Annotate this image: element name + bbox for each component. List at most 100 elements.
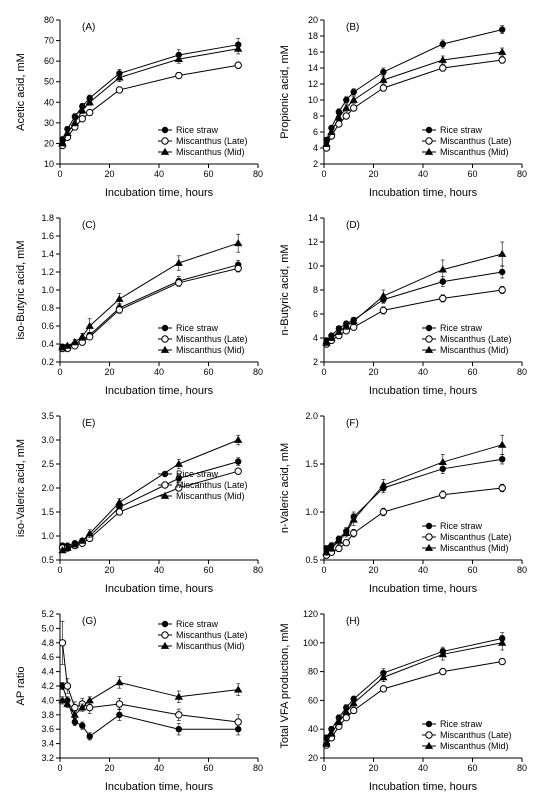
svg-text:3.2: 3.2: [41, 753, 54, 763]
svg-text:Miscanthus (Mid): Miscanthus (Mid): [176, 491, 245, 501]
svg-text:120: 120: [303, 609, 318, 619]
svg-text:20: 20: [368, 763, 378, 773]
svg-text:iso-Butyric acid, mM: iso-Butyric acid, mM: [15, 240, 27, 339]
svg-text:1.8: 1.8: [41, 213, 54, 223]
chart-grid: 0204060801020304050607080Incubation time…: [10, 10, 530, 796]
svg-text:40: 40: [154, 169, 164, 179]
svg-text:20: 20: [44, 138, 54, 148]
svg-text:0: 0: [57, 367, 62, 377]
svg-text:Miscanthus (Mid): Miscanthus (Mid): [176, 147, 245, 157]
svg-text:80: 80: [517, 169, 527, 179]
panel-D: 0204060802468101214Incubation time, hour…: [274, 208, 532, 400]
svg-text:Miscanthus (Mid): Miscanthus (Mid): [440, 741, 509, 751]
svg-text:Miscanthus (Late): Miscanthus (Late): [176, 630, 248, 640]
svg-text:0: 0: [321, 367, 326, 377]
svg-text:8: 8: [313, 285, 318, 295]
svg-text:Propionic acid, mM: Propionic acid, mM: [279, 45, 291, 139]
svg-text:Incubation time, hours: Incubation time, hours: [105, 781, 214, 793]
svg-text:40: 40: [154, 565, 164, 575]
svg-text:Rice straw: Rice straw: [440, 521, 483, 531]
svg-text:Incubation time, hours: Incubation time, hours: [105, 385, 214, 397]
svg-text:3.4: 3.4: [41, 739, 54, 749]
svg-text:40: 40: [418, 169, 428, 179]
svg-text:80: 80: [517, 367, 527, 377]
svg-text:Miscanthus (Late): Miscanthus (Late): [440, 334, 512, 344]
svg-text:Miscanthus (Mid): Miscanthus (Mid): [440, 345, 509, 355]
svg-text:Miscanthus (Late): Miscanthus (Late): [176, 480, 248, 490]
svg-text:14: 14: [308, 63, 318, 73]
svg-text:100: 100: [303, 638, 318, 648]
svg-text:1.0: 1.0: [41, 531, 54, 541]
svg-text:Rice straw: Rice straw: [440, 323, 483, 333]
svg-text:n-Butyric acid, mM: n-Butyric acid, mM: [279, 244, 291, 335]
svg-text:0.5: 0.5: [41, 555, 54, 565]
svg-text:60: 60: [203, 169, 213, 179]
svg-text:80: 80: [517, 565, 527, 575]
svg-text:Miscanthus (Late): Miscanthus (Late): [440, 532, 512, 542]
svg-text:0: 0: [321, 763, 326, 773]
svg-text:Rice straw: Rice straw: [176, 469, 219, 479]
svg-text:60: 60: [467, 763, 477, 773]
svg-text:20: 20: [308, 15, 318, 25]
svg-text:60: 60: [467, 169, 477, 179]
svg-text:4.4: 4.4: [41, 667, 54, 677]
svg-text:4.6: 4.6: [41, 652, 54, 662]
svg-text:Rice straw: Rice straw: [176, 125, 219, 135]
svg-text:(H): (H): [346, 616, 360, 627]
svg-text:80: 80: [44, 15, 54, 25]
svg-text:(E): (E): [82, 418, 95, 429]
svg-text:3.0: 3.0: [41, 435, 54, 445]
panel-G: 0204060803.23.43.63.84.04.24.44.64.85.05…: [10, 604, 268, 796]
svg-text:Miscanthus (Late): Miscanthus (Late): [440, 136, 512, 146]
svg-text:60: 60: [203, 565, 213, 575]
svg-text:20: 20: [368, 169, 378, 179]
svg-text:Miscanthus (Mid): Miscanthus (Mid): [440, 147, 509, 157]
svg-text:n-Valeric acid, mM: n-Valeric acid, mM: [279, 443, 291, 533]
svg-text:3.6: 3.6: [41, 724, 54, 734]
svg-text:70: 70: [44, 36, 54, 46]
svg-text:60: 60: [467, 367, 477, 377]
svg-text:4: 4: [313, 143, 318, 153]
panel-C: 0204060800.20.40.60.81.01.21.41.61.8Incu…: [10, 208, 268, 400]
svg-text:Total VFA production, mM: Total VFA production, mM: [279, 623, 291, 748]
svg-text:Acetic acid, mM: Acetic acid, mM: [15, 53, 27, 131]
svg-text:40: 40: [308, 724, 318, 734]
svg-text:2.0: 2.0: [41, 483, 54, 493]
svg-text:Miscanthus (Late): Miscanthus (Late): [176, 334, 248, 344]
svg-text:(C): (C): [82, 220, 96, 231]
svg-text:80: 80: [308, 667, 318, 677]
svg-text:1.0: 1.0: [305, 507, 318, 517]
svg-text:2.5: 2.5: [41, 459, 54, 469]
svg-text:20: 20: [368, 565, 378, 575]
svg-text:(D): (D): [346, 220, 360, 231]
svg-text:40: 40: [44, 97, 54, 107]
svg-text:(G): (G): [82, 616, 96, 627]
svg-text:20: 20: [308, 753, 318, 763]
panel-H: 02040608020406080100120Incubation time, …: [274, 604, 532, 796]
svg-text:0: 0: [57, 763, 62, 773]
svg-text:Rice straw: Rice straw: [176, 619, 219, 629]
svg-text:10: 10: [44, 159, 54, 169]
svg-text:60: 60: [44, 56, 54, 66]
svg-text:18: 18: [308, 31, 318, 41]
svg-text:6: 6: [313, 309, 318, 319]
svg-text:20: 20: [368, 367, 378, 377]
svg-text:(B): (B): [346, 22, 359, 33]
svg-text:40: 40: [418, 763, 428, 773]
svg-text:16: 16: [308, 47, 318, 57]
svg-text:Incubation time, hours: Incubation time, hours: [369, 583, 478, 595]
panel-B: 0204060802468101214161820Incubation time…: [274, 10, 532, 202]
svg-text:0.4: 0.4: [41, 339, 54, 349]
svg-text:0.5: 0.5: [305, 555, 318, 565]
svg-text:80: 80: [253, 565, 263, 575]
svg-text:5.0: 5.0: [41, 623, 54, 633]
svg-text:Miscanthus (Mid): Miscanthus (Mid): [176, 345, 245, 355]
svg-text:1.5: 1.5: [41, 507, 54, 517]
svg-text:Incubation time, hours: Incubation time, hours: [369, 187, 478, 199]
svg-text:40: 40: [418, 565, 428, 575]
svg-text:1.5: 1.5: [305, 459, 318, 469]
svg-text:80: 80: [253, 367, 263, 377]
svg-text:1.0: 1.0: [41, 285, 54, 295]
svg-text:12: 12: [308, 237, 318, 247]
svg-text:0: 0: [321, 565, 326, 575]
